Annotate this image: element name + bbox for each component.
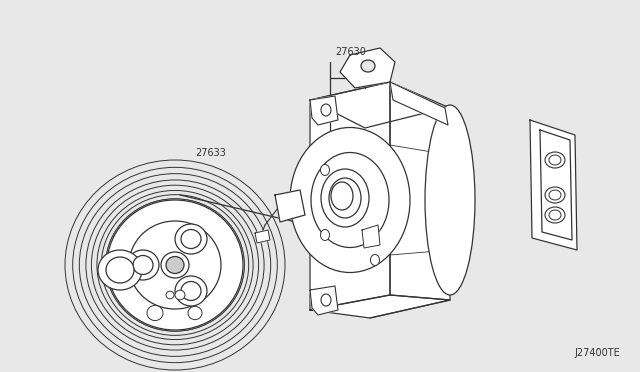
Ellipse shape	[133, 256, 153, 275]
Ellipse shape	[188, 307, 202, 320]
Ellipse shape	[129, 221, 221, 309]
Ellipse shape	[321, 294, 331, 306]
Ellipse shape	[175, 276, 207, 306]
Ellipse shape	[106, 257, 134, 283]
Polygon shape	[390, 82, 450, 300]
Ellipse shape	[106, 199, 244, 331]
Ellipse shape	[107, 200, 243, 330]
Ellipse shape	[549, 190, 561, 200]
Ellipse shape	[166, 257, 184, 273]
Ellipse shape	[311, 153, 389, 247]
Ellipse shape	[549, 155, 561, 165]
Ellipse shape	[127, 250, 159, 280]
Ellipse shape	[321, 164, 330, 176]
Polygon shape	[340, 48, 395, 88]
Ellipse shape	[166, 291, 174, 299]
Polygon shape	[310, 295, 450, 318]
Ellipse shape	[331, 182, 353, 210]
Ellipse shape	[98, 250, 142, 290]
Ellipse shape	[175, 224, 207, 254]
Ellipse shape	[425, 105, 475, 295]
Ellipse shape	[175, 290, 185, 300]
Polygon shape	[255, 230, 270, 243]
Ellipse shape	[147, 305, 163, 321]
Ellipse shape	[329, 178, 361, 218]
Polygon shape	[530, 120, 577, 250]
Ellipse shape	[549, 210, 561, 220]
Ellipse shape	[290, 128, 410, 273]
Ellipse shape	[545, 152, 565, 168]
Polygon shape	[390, 82, 448, 125]
Ellipse shape	[321, 104, 331, 116]
Polygon shape	[310, 82, 390, 310]
Text: 27633: 27633	[195, 148, 226, 158]
Ellipse shape	[321, 230, 330, 241]
Ellipse shape	[321, 169, 369, 227]
Text: J27400TE: J27400TE	[574, 348, 620, 358]
Polygon shape	[310, 82, 445, 128]
Ellipse shape	[181, 230, 201, 248]
Polygon shape	[275, 190, 305, 222]
Polygon shape	[310, 96, 338, 125]
Ellipse shape	[161, 252, 189, 278]
Ellipse shape	[181, 282, 201, 301]
Ellipse shape	[545, 207, 565, 223]
Ellipse shape	[361, 60, 375, 72]
Ellipse shape	[545, 187, 565, 203]
Text: 27630: 27630	[335, 47, 366, 57]
Polygon shape	[362, 225, 380, 248]
Polygon shape	[540, 130, 572, 240]
Polygon shape	[310, 286, 338, 315]
Ellipse shape	[371, 254, 380, 266]
